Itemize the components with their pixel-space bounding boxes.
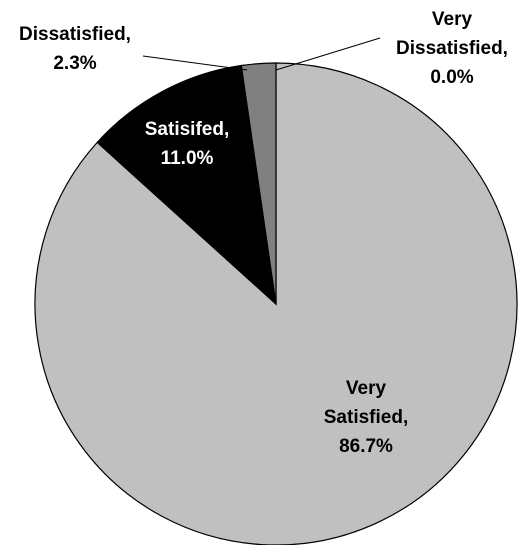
leader-line-dissatisfied: [143, 56, 247, 70]
leader-line-very-dissatisfied: [276, 38, 380, 70]
data-label-dissatisfied: Dissatisfied, 2.3%: [19, 24, 131, 74]
data-label-very-dissatisfied: Very Dissatisfied, 0.0%: [396, 9, 508, 88]
pie-slices: [35, 63, 517, 545]
